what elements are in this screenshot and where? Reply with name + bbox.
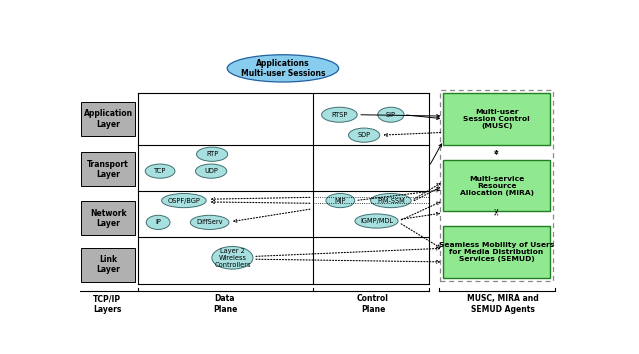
Text: RTP: RTP (206, 151, 219, 157)
FancyBboxPatch shape (443, 93, 550, 145)
Ellipse shape (378, 107, 404, 122)
Ellipse shape (321, 107, 357, 122)
Ellipse shape (227, 55, 339, 82)
Ellipse shape (190, 215, 229, 229)
Text: UDP: UDP (204, 168, 218, 174)
Ellipse shape (326, 194, 355, 208)
Text: SIP: SIP (386, 112, 396, 118)
Text: SDP: SDP (358, 132, 371, 138)
Ellipse shape (355, 214, 398, 228)
Text: Data
Plane: Data Plane (213, 295, 237, 314)
Ellipse shape (348, 128, 380, 142)
Text: IP: IP (155, 219, 161, 225)
Text: IGMP/MDL: IGMP/MDL (360, 218, 393, 224)
Text: Application
Layer: Application Layer (84, 109, 133, 129)
FancyBboxPatch shape (81, 102, 135, 136)
Text: Layer 2
Wireless
Controllers: Layer 2 Wireless Controllers (214, 248, 250, 268)
Text: Network
Layer: Network Layer (90, 209, 127, 228)
Text: RTSP: RTSP (331, 112, 348, 118)
Text: MIP: MIP (335, 198, 346, 204)
Text: PIM-SSM: PIM-SSM (377, 198, 404, 204)
FancyBboxPatch shape (81, 152, 135, 186)
Text: TCP: TCP (154, 168, 166, 174)
Ellipse shape (162, 194, 206, 208)
Ellipse shape (146, 215, 170, 229)
Text: Applications
Multi-user Sessions: Applications Multi-user Sessions (241, 59, 325, 78)
Text: MUSC, MIRA and
SEMUD Agents: MUSC, MIRA and SEMUD Agents (467, 295, 539, 314)
Text: Multi-user
Session Control
(MUSC): Multi-user Session Control (MUSC) (463, 109, 530, 129)
Ellipse shape (371, 194, 411, 208)
FancyBboxPatch shape (81, 201, 135, 235)
Bar (440, 90, 553, 281)
Text: Link
Layer: Link Layer (96, 255, 120, 274)
Text: DiffServ: DiffServ (196, 219, 223, 225)
Text: Control
Plane: Control Plane (357, 295, 389, 314)
FancyBboxPatch shape (443, 227, 550, 278)
Text: TCP/IP
Layers: TCP/IP Layers (93, 295, 121, 314)
Text: OSPF/BGP: OSPF/BGP (167, 198, 200, 204)
Ellipse shape (212, 246, 253, 269)
Ellipse shape (197, 147, 227, 161)
Text: Transport
Layer: Transport Layer (88, 160, 129, 179)
Ellipse shape (196, 164, 227, 178)
Ellipse shape (145, 164, 175, 178)
Text: Seamless Mobility of Users
for Media Distribution
Services (SEMUD): Seamless Mobility of Users for Media Dis… (439, 242, 554, 262)
FancyBboxPatch shape (443, 160, 550, 211)
Text: Multi-service
Resource
Allocation (MIRA): Multi-service Resource Allocation (MIRA) (459, 176, 534, 195)
FancyBboxPatch shape (81, 248, 135, 281)
